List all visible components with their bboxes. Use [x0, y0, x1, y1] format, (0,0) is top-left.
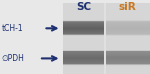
Text: ∅PDH: ∅PDH — [2, 54, 24, 63]
Text: SC: SC — [76, 2, 92, 12]
Text: tCH-1: tCH-1 — [2, 24, 23, 33]
Text: siR: siR — [119, 2, 136, 12]
